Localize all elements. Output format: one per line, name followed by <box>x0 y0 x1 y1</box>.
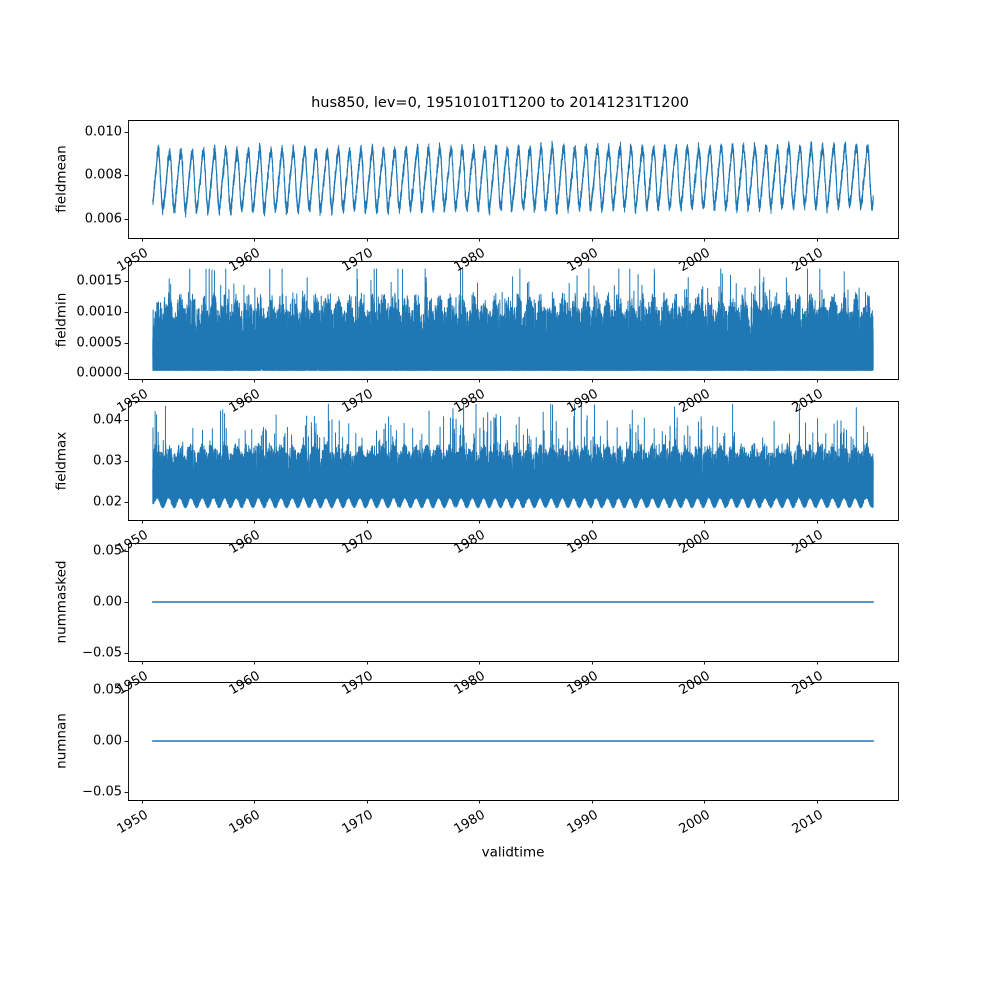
y-tick-label-fieldmean-2: 0.010 <box>84 124 122 140</box>
y-tick-label-fieldmean-0: 0.006 <box>84 211 122 227</box>
y-tick-label-fieldmin-2: 0.0010 <box>76 304 123 320</box>
y-tick-label-fieldmin-3: 0.0015 <box>76 273 123 289</box>
y-tick-label-numnan-2: 0.05 <box>93 682 122 698</box>
y-tick-label-nummasked-2: 0.05 <box>93 543 122 559</box>
y-axis-label-nummasked: nummasked <box>53 560 70 644</box>
y-tick-label-fieldmin-0: 0.0000 <box>76 365 123 381</box>
y-axis-label-fieldmax: fieldmax <box>53 431 70 490</box>
y-tick-label-numnan-0: −0.05 <box>82 784 122 800</box>
y-tick-label-nummasked-0: −0.05 <box>82 645 122 661</box>
y-axis-label-fieldmean: fieldmean <box>53 145 70 213</box>
y-tick-label-fieldmean-1: 0.008 <box>84 167 122 183</box>
y-tick-label-fieldmax-0: 0.02 <box>93 494 122 510</box>
figure-title: hus850, lev=0, 19510101T1200 to 20141231… <box>311 95 689 111</box>
y-tick-label-nummasked-1: 0.00 <box>93 594 122 610</box>
y-axis-label-numnan: numnan <box>53 713 70 769</box>
y-tick-label-fieldmax-2: 0.04 <box>93 412 122 428</box>
x-axis-label: validtime <box>481 844 545 861</box>
y-axis-label-fieldmin: fieldmin <box>53 292 70 348</box>
y-tick-label-numnan-1: 0.00 <box>93 733 122 749</box>
y-tick-label-fieldmax-1: 0.03 <box>93 453 122 469</box>
y-tick-label-fieldmin-1: 0.0005 <box>76 335 123 351</box>
